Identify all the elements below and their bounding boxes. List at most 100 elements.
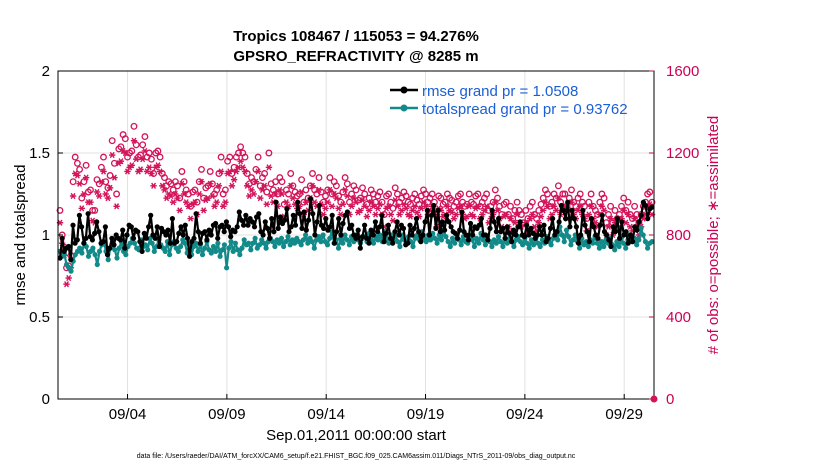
possible-obs-point [254,153,262,161]
rmse-point [286,229,292,235]
asterisk-stroke [514,211,520,218]
assimilated-obs-point [385,203,392,210]
rmse-point [502,235,508,241]
rmse-point [556,219,562,225]
possible-obs-point [132,141,140,149]
assimilated-obs-point [391,197,399,204]
asterisk-stroke [151,182,157,189]
assimilated-obs-point [513,211,521,218]
asterisk-stroke [262,182,268,189]
assimilated-obs-point [309,182,316,189]
totalspread-point [495,234,502,240]
rmse-point [394,219,400,225]
rmse-point [249,219,255,225]
rmse-point [338,232,344,238]
totalspread-point [434,240,440,246]
asterisk-stroke [114,203,120,210]
assimilated-obs-point [222,199,229,206]
asterisk-stroke [264,201,270,208]
assimilated-obs-point [324,199,331,206]
possible-obs-point [528,198,536,206]
rmse-point [174,239,180,245]
totalspread-point [596,245,603,251]
assimilated-obs-point [65,274,72,282]
rmse-point [96,229,102,235]
possible-obs-point [91,206,99,214]
rmse-point [452,230,458,236]
rmse-point [491,219,497,225]
rmse-point [275,225,281,231]
possible-obs-point [226,153,234,161]
assimilated-obs-point [156,168,164,175]
possible-obs-point [411,190,419,198]
totalspread-point [195,248,201,254]
totalspread-point [213,248,219,254]
possible-obs-point [620,194,628,202]
asterisk-stroke [577,203,583,210]
assimilated-obs-point [507,215,514,222]
assimilated-obs-point [365,207,373,214]
totalspread-point [281,243,287,250]
asterisk-stroke [201,207,207,214]
possible-obs-point [147,155,155,163]
possible-obs-point [474,190,482,198]
assimilated-obs-point [95,192,103,200]
asterisk-stroke [140,156,146,163]
possible-obs-point [611,206,619,214]
asterisk-stroke [299,188,305,196]
asterisk-stroke [632,215,638,222]
possible-obs-point [161,174,168,182]
rmse-point [225,224,232,230]
rmse-point [623,229,629,235]
asterisk-stroke [64,281,70,288]
assimilated-obs-point [176,207,183,214]
assimilated-obs-point [237,158,244,165]
rmse-point [245,222,251,228]
asterisk-stroke [370,203,376,210]
rmse-point [191,235,197,241]
possible-obs-point [100,153,107,161]
rmse-point [558,202,564,209]
assimilated-obs-point [137,166,144,173]
rmse-point [400,225,407,231]
rmse-point [130,235,137,241]
possible-obs-point [198,165,205,173]
x-axis-label: Sep.01,2011 00:00:00 start [266,427,447,444]
assimilated-obs-point [553,207,560,214]
assimilated-obs-point [243,182,251,189]
totalspread-point [504,240,510,246]
asterisk-stroke [336,205,342,212]
rmse-point [117,237,124,243]
totalspread-point [498,239,504,245]
rmse-point [327,224,333,230]
assimilated-obs-point [326,186,334,194]
rmse-point [366,240,372,246]
totalspread-point [568,242,574,248]
totalspread-point [480,237,486,243]
y2-tick-label: 1200 [666,145,699,162]
possible-obs-point [428,190,436,198]
possible-obs-point [624,198,632,206]
rmse-point [57,255,63,261]
possible-obs-point [631,202,639,210]
assimilated-obs-point [363,213,371,220]
rmse-point [66,243,72,250]
rmse-point [483,232,489,238]
asterisk-stroke [155,162,161,169]
assimilated-obs-point [196,190,203,198]
possible-obs-point [206,168,214,175]
asterisk-stroke [386,203,392,210]
asterisk-stroke [364,213,370,220]
asterisk-stroke [122,149,128,157]
rmse-point [100,239,106,245]
asterisk-stroke [172,190,178,198]
assimilated-obs-point [257,194,264,202]
asterisk-stroke [340,201,346,208]
asterisk-stroke [183,199,189,206]
totalspread-point [500,243,506,250]
possible-obs-point [128,147,136,155]
rmse-point [565,199,571,205]
rmse-point [388,235,394,241]
assimilated-obs-point [357,207,364,214]
